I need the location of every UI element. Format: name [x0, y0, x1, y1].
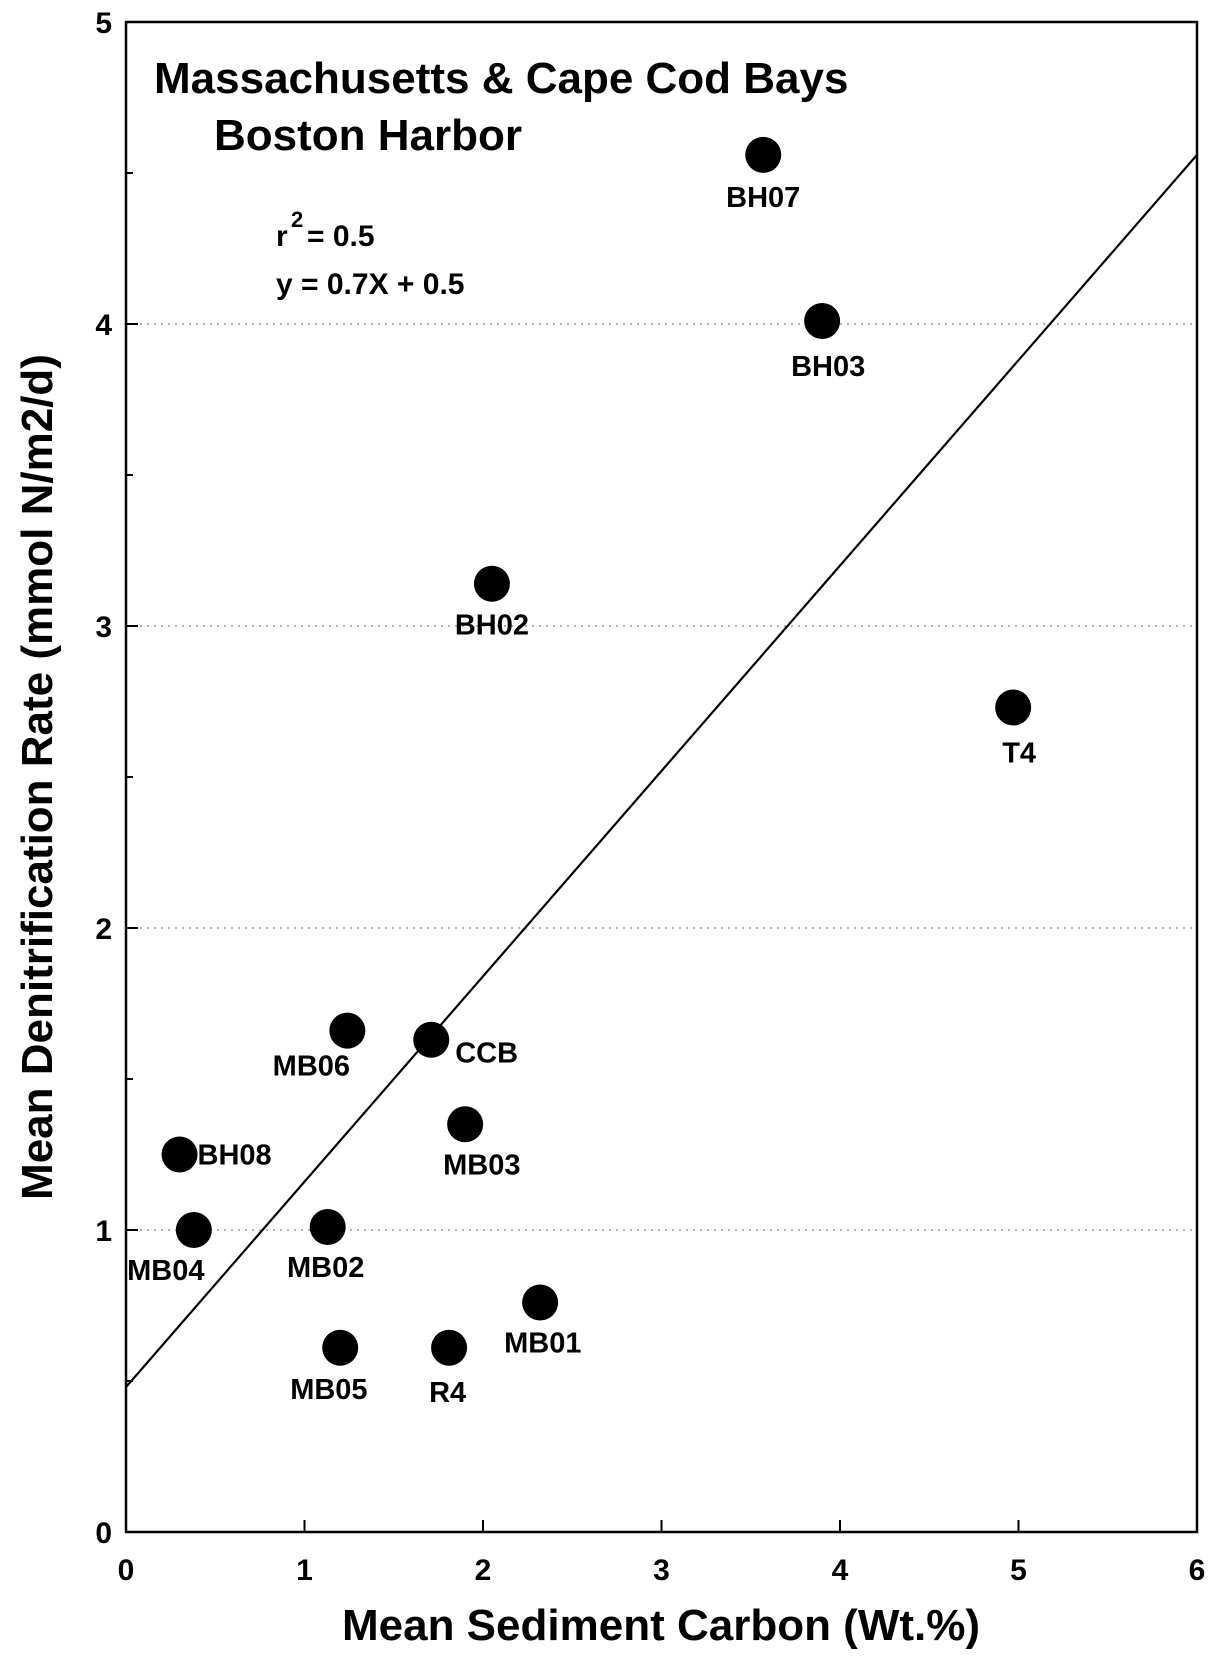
r-squared-value: = 0.5 [307, 220, 375, 253]
data-point-bh03 [804, 302, 841, 339]
x-tick-label: 0 [118, 1554, 135, 1587]
x-axis-title: Mean Sediment Carbon (Wt.%) [342, 1601, 980, 1650]
r-squared-annotation: r 2 = 0.5 [276, 207, 375, 253]
data-point-ccb [413, 1021, 450, 1058]
y-tick-label: 1 [95, 1215, 112, 1248]
x-tick-label: 4 [832, 1554, 849, 1587]
point-label-bh03: BH03 [791, 351, 865, 383]
point-label-mb05: MB05 [290, 1374, 367, 1406]
point-label-ccb: CCB [455, 1038, 518, 1070]
data-point-mb02 [309, 1208, 346, 1245]
data-point-mb01 [522, 1284, 559, 1321]
data-point-mb05 [322, 1329, 359, 1366]
point-label-bh07: BH07 [726, 182, 800, 214]
y-tick-label: 0 [95, 1517, 112, 1550]
tick-layer: 0 1 2 3 4 5 0 1 2 3 4 5 6 [95, 7, 1205, 1587]
y-tick-label: 5 [95, 7, 112, 40]
point-label-t4: T4 [1002, 738, 1036, 770]
point-label-mb03: MB03 [443, 1149, 520, 1181]
x-tick-label: 5 [1010, 1554, 1027, 1587]
point-label-r4: R4 [429, 1377, 466, 1409]
data-point-mb04 [175, 1212, 212, 1248]
chart-subtitle: Boston Harbor [214, 111, 522, 160]
r-squared-prefix: r [276, 220, 288, 253]
grid-layer [126, 323, 1197, 1231]
data-point-r4 [431, 1329, 468, 1366]
point-label-mb02: MB02 [287, 1252, 364, 1284]
point-label-mb06: MB06 [273, 1051, 350, 1083]
y-axis-title: Mean Denitrification Rate (mmol N/m2/d) [13, 354, 62, 1200]
data-point-bh02 [473, 565, 510, 602]
data-point-bh07 [745, 136, 782, 173]
point-label-bh08: BH08 [198, 1140, 272, 1172]
y-tick-label: 3 [95, 611, 112, 644]
point-label-bh02: BH02 [455, 610, 529, 642]
data-point-t4 [995, 689, 1032, 726]
r-squared-exponent: 2 [291, 207, 303, 232]
regression-line [125, 154, 1198, 1388]
x-tick-label: 6 [1189, 1554, 1206, 1587]
x-tick-label: 1 [296, 1554, 313, 1587]
x-tick-label: 2 [475, 1554, 492, 1587]
y-tick-label: 4 [95, 309, 112, 342]
point-layer: BH07 BH03 BH02 T4 MB06 CCB MB03 BH08 MB04 MB02 MB0… [127, 136, 1036, 1409]
x-tick-label: 3 [653, 1554, 670, 1587]
regression-equation: y = 0.7X + 0.5 [276, 268, 464, 301]
point-label-mb01: MB01 [504, 1327, 581, 1359]
data-point-mb03 [447, 1106, 484, 1143]
point-label-mb04: MB04 [127, 1255, 204, 1287]
data-point-bh08 [161, 1136, 198, 1173]
data-point-mb06 [329, 1012, 366, 1049]
y-tick-label: 2 [95, 913, 112, 946]
chart-title: Massachusetts & Cape Cod Bays [154, 54, 848, 103]
